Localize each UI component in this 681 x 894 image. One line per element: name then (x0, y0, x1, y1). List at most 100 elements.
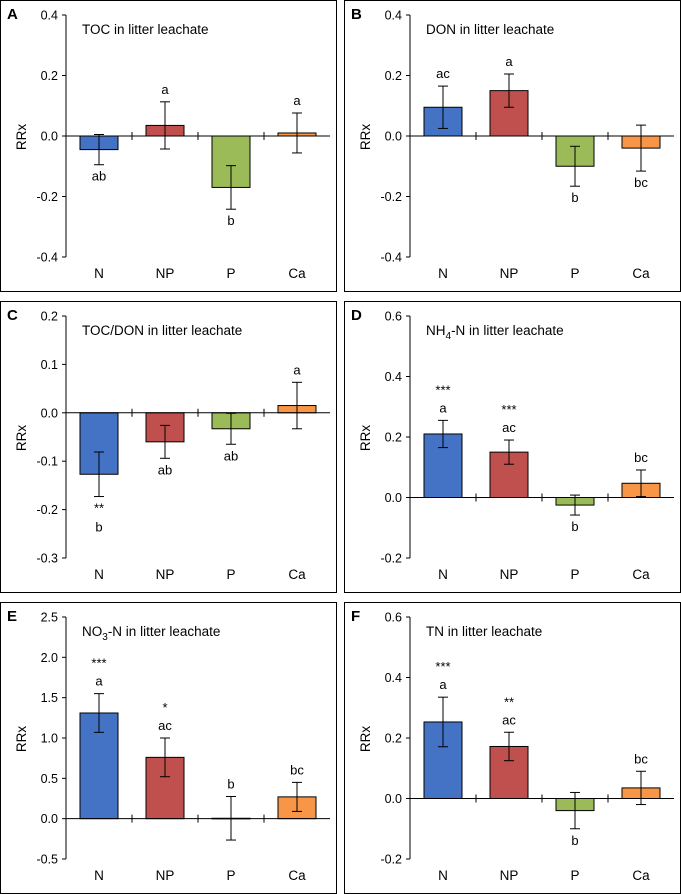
panel-c: C TOC/DON in litter leachate RRx -0.3-0.… (0, 301, 337, 593)
chart-area: -0.3 -0.2 -0.1 0.0 0.1 0.2 ** b Nab NP ab Pa Ca (36, 310, 330, 582)
y-tick-label: 0.2 (41, 310, 58, 324)
title-subscript: 3 (102, 632, 108, 643)
y-tick-label: 1.0 (41, 732, 58, 746)
significance-stars: *** (435, 659, 450, 674)
x-category-label: Ca (632, 868, 650, 883)
panel-letter: C (7, 307, 18, 324)
y-tick-label: -0.2 (380, 853, 402, 867)
panel-title: NO3-N in litter leachate (82, 624, 220, 643)
significance-letter: a (439, 400, 447, 415)
significance-letter: a (161, 82, 169, 97)
panel-a: A TOC in litter leachate RRx -0.4 -0.2 0.0… (0, 0, 337, 292)
title-rest: -N in litter leachate (108, 624, 221, 639)
title-subscript: 4 (446, 331, 452, 342)
significance-letter: b (571, 833, 578, 848)
panel-letter: B (351, 6, 362, 23)
y-tick-label: 0.0 (41, 812, 58, 826)
y-axis-label: RRx (358, 726, 373, 752)
significance-stars: *** (91, 656, 106, 671)
significance-stars: *** (435, 382, 450, 397)
y-tick-label: -0.1 (36, 455, 58, 469)
significance-letter: bc (290, 762, 304, 777)
y-tick-label: -0.4 (380, 251, 402, 265)
y-tick-label: 0.2 (385, 732, 402, 746)
significance-letter: ac (436, 66, 450, 81)
x-category-label: N (438, 567, 448, 582)
panel-letter: A (7, 6, 18, 23)
panel-title: TOC in litter leachate (82, 22, 209, 37)
x-category-label: P (570, 266, 579, 281)
y-tick-label: -0.2 (36, 503, 58, 517)
y-tick-label: -0.5 (36, 853, 58, 867)
significance-letter: a (505, 54, 513, 69)
y-tick-label: 0.2 (41, 69, 58, 83)
x-category-label: Ca (288, 868, 306, 883)
title-main: NO (82, 624, 102, 639)
significance-letter: a (293, 93, 301, 108)
y-tick-label: 0.4 (385, 9, 402, 23)
x-category-label: NP (156, 868, 175, 883)
panel-b: B DON in litter leachate RRx -0.4 -0.2 0.0… (344, 0, 681, 292)
panel-e: E NO3-N in litter leachate RRx -0.5 0.0 0.… (0, 602, 337, 894)
x-category-label: P (570, 567, 579, 582)
y-tick-label: 0.0 (41, 406, 58, 420)
panel-letter: F (351, 608, 360, 625)
significance-stars: ** (504, 694, 514, 709)
significance-letter: ab (224, 448, 238, 463)
y-tick-label: 0.6 (385, 310, 402, 324)
significance-letter: ab (158, 462, 172, 477)
y-axis-label: RRx (358, 425, 373, 451)
y-axis-label: RRx (14, 124, 29, 150)
panel-frame (344, 301, 681, 593)
panel-letter: D (351, 307, 362, 324)
significance-letter: b (571, 519, 578, 534)
significance-letter: ac (502, 712, 516, 727)
y-tick-label: 0.0 (41, 130, 58, 144)
x-category-label: Ca (288, 567, 306, 582)
x-category-label: P (226, 567, 235, 582)
panel-frame (0, 602, 337, 894)
y-tick-label: -0.2 (380, 552, 402, 566)
x-category-label: NP (500, 868, 519, 883)
y-tick-label: -0.2 (380, 190, 402, 204)
chart-area: -0.4 -0.2 0.0 0.2 0.4 ac Na NP b Pbc Ca (380, 9, 674, 281)
y-tick-label: 0.4 (385, 671, 402, 685)
x-category-label: N (438, 868, 448, 883)
panel-letter: E (7, 608, 17, 625)
y-tick-label: -0.3 (36, 552, 58, 566)
significance-letter: a (293, 362, 301, 377)
significance-letter: ac (158, 718, 172, 733)
x-category-label: NP (156, 567, 175, 582)
y-tick-label: 0.5 (41, 772, 58, 786)
panel-frame (0, 0, 337, 292)
y-tick-label: 0.0 (385, 130, 402, 144)
significance-letter: a (439, 677, 447, 692)
significance-letter: b (95, 520, 102, 535)
significance-stars: ** (94, 501, 104, 516)
x-category-label: NP (500, 567, 519, 582)
y-tick-label: -0.2 (36, 190, 58, 204)
panel-d: D NH4-N in litter leachate RRx -0.2 0.0 0.… (344, 301, 681, 593)
x-category-label: NP (156, 266, 175, 281)
y-axis-label: RRx (358, 124, 373, 150)
x-category-label: Ca (632, 567, 650, 582)
y-axis-label: RRx (14, 726, 29, 752)
y-tick-label: 0.6 (385, 611, 402, 625)
y-tick-label: 1.5 (41, 691, 58, 705)
x-category-label: P (570, 868, 579, 883)
title-main: NH (426, 323, 446, 338)
y-tick-label: 0.2 (385, 431, 402, 445)
panel-title: NH4-N in litter leachate (426, 323, 564, 342)
significance-stars: * (162, 700, 167, 715)
chart-area: -0.2 0.0 0.2 0.4 0.6 a *** Nac ** NP b Pbc Ca (380, 611, 674, 883)
y-tick-label: -0.4 (36, 251, 58, 265)
significance-letter: a (95, 674, 103, 689)
y-tick-label: 0.4 (385, 370, 402, 384)
y-tick-label: 2.0 (41, 651, 58, 665)
significance-letter: ac (502, 420, 516, 435)
y-axis-label: RRx (14, 425, 29, 451)
panel-f: F TN in litter leachate RRx -0.2 0.0 0.2 0.… (344, 602, 681, 894)
panel-frame (0, 301, 337, 593)
y-tick-label: 0.0 (385, 792, 402, 806)
